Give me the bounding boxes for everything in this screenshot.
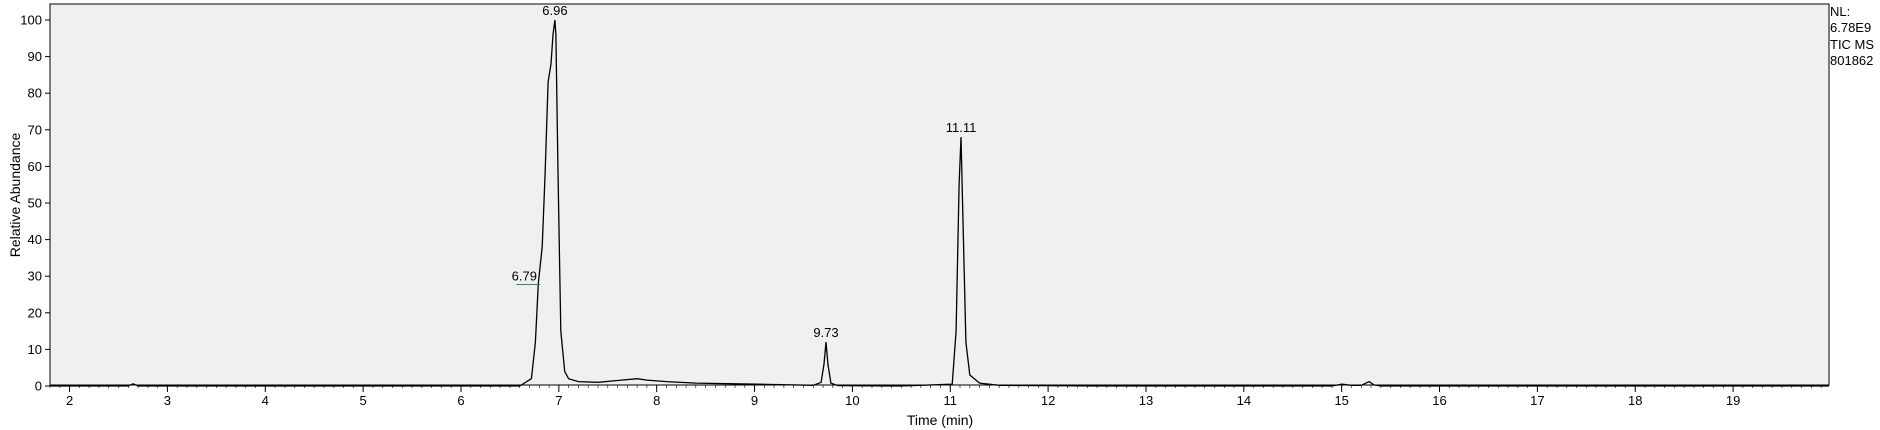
y-tick-label: 10 (28, 342, 42, 357)
annotation-file-id: 801862 (1830, 53, 1874, 68)
annotation-nl-label: NL: (1830, 4, 1851, 19)
y-tick-label: 90 (28, 49, 42, 64)
x-tick-label: 2 (66, 393, 73, 408)
x-tick-label: 4 (262, 393, 269, 408)
y-tick-label: 80 (28, 86, 42, 101)
annotation-nl-value: 6.78E9 (1830, 20, 1872, 35)
y-tick-label: 30 (28, 269, 42, 284)
x-tick-label: 3 (164, 393, 171, 408)
annotation-scan-type: TIC MS (1830, 37, 1875, 52)
x-tick-label: 13 (1139, 393, 1153, 408)
tic-trace (50, 19, 1829, 387)
x-axis: 2 3 4 5 6 7 8 9 10 11 12 13 14 15 16 17 18 19 (66, 385, 1740, 408)
x-tick-label: 18 (1628, 393, 1642, 408)
x-axis-label: Time (min) (907, 412, 973, 428)
x-tick-label: 16 (1432, 393, 1446, 408)
y-axis-label: Relative Abundance (7, 133, 23, 258)
x-tick-label: 10 (845, 393, 859, 408)
x-tick-label: 12 (1041, 393, 1055, 408)
peak-labels: 6.96 6.79 9.73 11.11 (512, 3, 977, 340)
x-tick-label: 9 (751, 393, 758, 408)
plot-area (49, 3, 1830, 386)
x-tick-label: 19 (1726, 393, 1740, 408)
y-tick-label: 50 (28, 196, 42, 211)
x-tick-label: 14 (1237, 393, 1251, 408)
y-tick-label: 70 (28, 122, 42, 137)
y-axis: 0 10 20 30 40 50 60 70 80 90 100 (20, 13, 50, 394)
x-tick-label: 6 (457, 393, 464, 408)
x-tick-label: 7 (555, 393, 562, 408)
y-tick-label: 40 (28, 232, 42, 247)
x-tick-label: 15 (1334, 393, 1348, 408)
x-tick-label: 11 (944, 393, 958, 408)
peak-label: 11.11 (946, 120, 977, 135)
y-tick-label: 100 (20, 13, 42, 28)
x-tick-label: 5 (360, 393, 367, 408)
y-tick-label: 0 (35, 379, 42, 394)
x-tick-label: 8 (653, 393, 660, 408)
peak-label: 6.79 (512, 269, 537, 284)
y-tick-label: 20 (28, 305, 42, 320)
peak-label: 9.73 (813, 325, 838, 340)
y-tick-label: 60 (28, 159, 42, 174)
x-tick-label: 17 (1530, 393, 1544, 408)
peak-label: 6.96 (542, 3, 567, 18)
